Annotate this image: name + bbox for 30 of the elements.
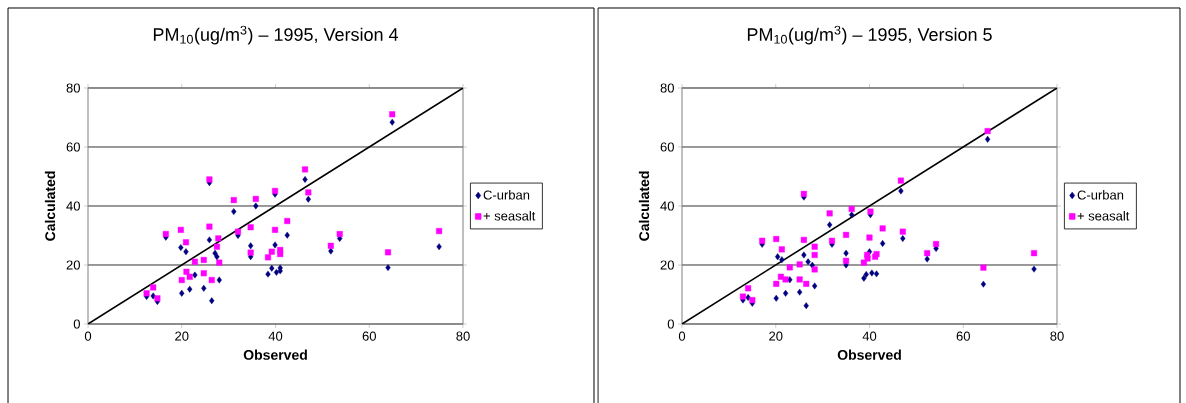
y-axis-title: Calculated xyxy=(44,171,56,241)
x-tick-label: 80 xyxy=(456,331,470,341)
legend-label: C-urban xyxy=(1077,190,1124,200)
x-tick-label: 20 xyxy=(769,331,783,341)
x-tick-label: 20 xyxy=(175,331,189,341)
y-tick-label: 60 xyxy=(660,142,674,152)
y-tick-label: 40 xyxy=(660,201,674,211)
x-axis-title: Observed xyxy=(243,349,307,360)
y-axis-title: Calculated xyxy=(638,171,650,241)
legend-label: + seasalt xyxy=(483,210,536,221)
legend-label: C-urban xyxy=(483,190,530,200)
y-tick-label: 60 xyxy=(66,142,80,152)
x-tick-label: 60 xyxy=(956,331,970,341)
y-tick-label: 0 xyxy=(73,319,80,329)
x-tick-label: 0 xyxy=(84,331,92,341)
x-axis-title: Observed xyxy=(837,349,901,360)
y-tick-label: 20 xyxy=(66,260,80,270)
x-tick-label: 40 xyxy=(862,331,877,341)
y-tick-label: 0 xyxy=(667,319,674,329)
chart-title: PM$_{10}$(ug/m$^{3}$) – 1995, Version 4 xyxy=(153,25,399,45)
x-tick-label: 40 xyxy=(268,331,283,341)
legend-label: + seasalt xyxy=(1077,210,1130,221)
x-tick-label: 80 xyxy=(1050,331,1064,341)
chart-title: PM$_{10}$(ug/m$^{3}$) – 1995, Version 5 xyxy=(747,25,992,45)
y-tick-label: 80 xyxy=(66,83,80,93)
y-tick-label: 20 xyxy=(660,260,674,270)
y-tick-label: 40 xyxy=(66,201,80,211)
y-tick-label: 80 xyxy=(660,83,674,93)
x-tick-label: 60 xyxy=(362,331,376,341)
x-tick-label: 0 xyxy=(678,331,686,341)
